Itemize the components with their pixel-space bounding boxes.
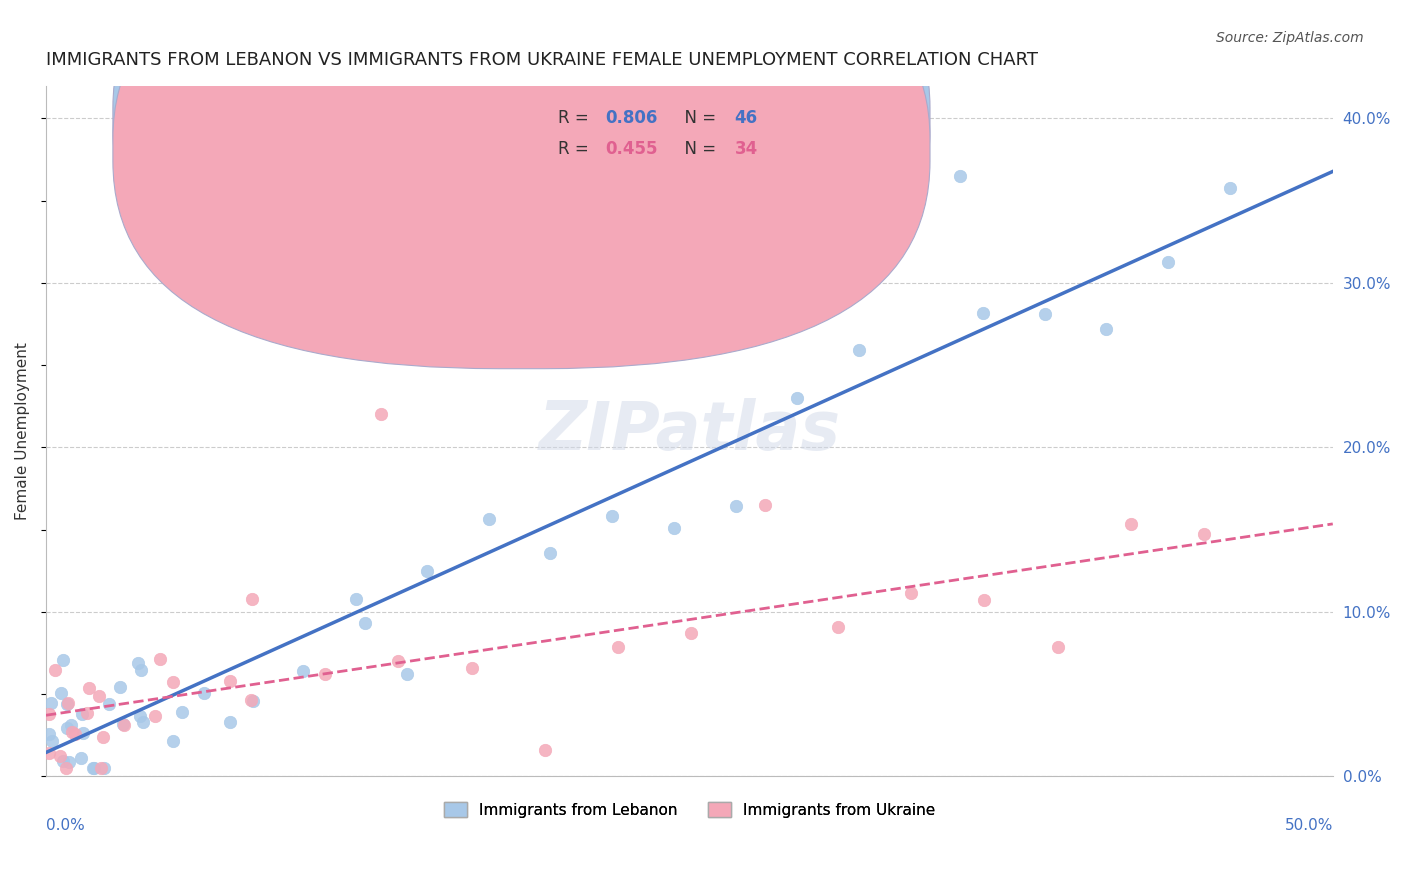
Point (534, 742, 557, 756)
Point (162, 675, 184, 690)
Point (44, 663, 66, 677)
Point (70, 751, 93, 765)
Point (129, 663, 152, 677)
Point (387, 654, 409, 668)
Point (1157, 255, 1180, 269)
Point (56, 721, 79, 735)
Text: IMMIGRANTS FROM LEBANON VS IMMIGRANTS FROM UKRAINE FEMALE UNEMPLOYMENT CORRELATI: IMMIGRANTS FROM LEBANON VS IMMIGRANTS FR… (46, 51, 1038, 69)
Point (973, 593, 995, 607)
Point (52, 653, 75, 667)
Point (56, 696, 79, 710)
Point (59, 718, 82, 732)
Point (395, 667, 418, 681)
Text: R =: R = (558, 109, 595, 127)
Text: 50.0%: 50.0% (1285, 818, 1333, 832)
Point (110, 680, 132, 694)
Point (127, 656, 149, 670)
Point (754, 498, 776, 512)
Point (1095, 322, 1118, 336)
Point (1119, 516, 1142, 531)
Point (478, 512, 501, 526)
Text: N =: N = (673, 140, 721, 158)
Point (76, 706, 98, 721)
Point (354, 616, 377, 631)
Point (55, 761, 77, 775)
Point (292, 664, 315, 678)
Point (149, 652, 172, 666)
Point (91, 731, 114, 745)
Point (38, 746, 60, 760)
Point (1046, 640, 1069, 654)
Point (218, 673, 240, 688)
Point (662, 521, 685, 535)
Point (972, 306, 994, 320)
Point (460, 661, 482, 675)
Point (72, 725, 94, 739)
Point (97, 697, 120, 711)
Point (314, 667, 336, 681)
Legend: Immigrants from Lebanon, Immigrants from Ukraine: Immigrants from Lebanon, Immigrants from… (437, 796, 941, 824)
Text: 0.0%: 0.0% (46, 818, 84, 832)
Point (900, 586, 922, 600)
Text: 46: 46 (734, 109, 758, 127)
FancyBboxPatch shape (112, 0, 929, 337)
Point (416, 565, 439, 579)
Point (82, 761, 104, 775)
Point (949, 169, 972, 183)
Point (63, 727, 86, 741)
Point (129, 709, 152, 723)
Text: ZIPatlas: ZIPatlas (538, 398, 841, 464)
FancyBboxPatch shape (112, 0, 929, 368)
Point (143, 709, 166, 723)
Point (38, 726, 60, 740)
Point (344, 592, 367, 607)
Point (51, 686, 73, 700)
Y-axis label: Female Unemployment: Female Unemployment (15, 342, 30, 520)
Point (162, 734, 184, 748)
Point (218, 714, 240, 729)
Point (52, 754, 75, 768)
Point (239, 693, 262, 707)
Point (193, 686, 215, 700)
Point (55, 698, 77, 712)
Point (724, 499, 747, 513)
Point (93, 761, 115, 775)
Point (48, 749, 70, 764)
Point (132, 714, 155, 729)
Point (60, 725, 83, 739)
Point (827, 620, 849, 634)
Point (111, 717, 134, 731)
Point (600, 508, 623, 523)
Point (70, 707, 93, 722)
Point (1192, 526, 1215, 541)
Point (848, 343, 870, 357)
Point (681, 626, 703, 640)
Point (538, 547, 561, 561)
Text: 0.455: 0.455 (606, 140, 658, 158)
Text: R =: R = (558, 140, 595, 158)
Point (58, 755, 80, 769)
Point (38, 706, 60, 721)
FancyBboxPatch shape (471, 93, 831, 176)
Point (87, 689, 110, 703)
Point (786, 391, 808, 405)
Point (90, 761, 112, 775)
Point (77, 681, 100, 695)
Text: Source: ZipAtlas.com: Source: ZipAtlas.com (1216, 31, 1364, 45)
Point (112, 718, 135, 732)
Point (1033, 307, 1056, 321)
Point (607, 640, 630, 654)
Point (242, 694, 264, 708)
Point (41, 734, 63, 748)
Text: N =: N = (673, 109, 721, 127)
Point (240, 592, 263, 607)
Point (83, 761, 105, 775)
Point (39, 696, 62, 710)
Text: 34: 34 (734, 140, 758, 158)
Point (370, 408, 392, 422)
Point (1219, 181, 1241, 195)
Text: 0.806: 0.806 (606, 109, 658, 127)
Point (170, 705, 193, 719)
